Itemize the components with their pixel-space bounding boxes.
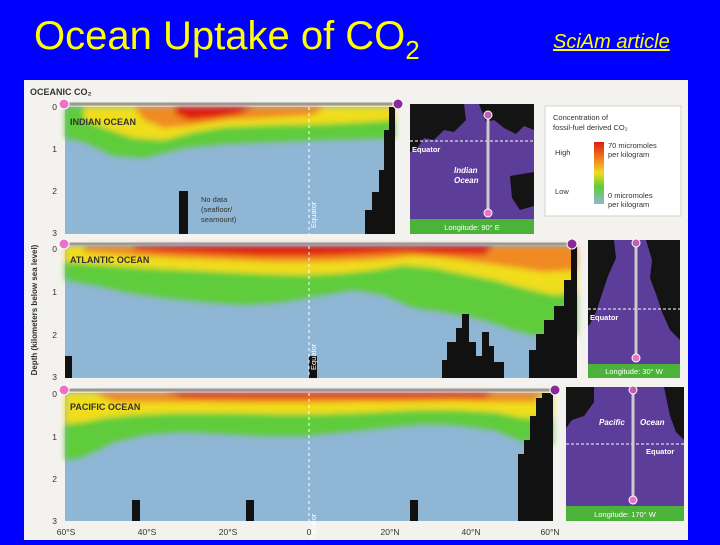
indian-map-label-1: Indian xyxy=(454,166,478,175)
pacific-longitude: Longitude: 170° W xyxy=(594,510,657,519)
p1-depth-2: 2 xyxy=(52,186,57,196)
p3-depth-1: 1 xyxy=(52,432,57,442)
pacific-ocean-section: PACIFIC OCEAN xyxy=(58,384,561,521)
atlantic-ocean-section: ATLANTIC OCEAN xyxy=(58,238,578,378)
indian-ocean-label: INDIAN OCEAN xyxy=(70,117,136,127)
p3-depth-3: 3 xyxy=(52,516,57,526)
pacific-map-equator: Equator xyxy=(646,447,674,456)
no-data-line-3: seamount) xyxy=(201,215,237,224)
atlantic-map-equator: Equator xyxy=(590,313,618,322)
equator-label-pacific: Equator xyxy=(309,513,318,540)
p3-depth-2: 2 xyxy=(52,474,57,484)
indian-location-map: Equator Indian Ocean Longitude: 90° E xyxy=(410,104,534,234)
lat-20s: 20°S xyxy=(219,527,238,537)
p1-depth-0: 0 xyxy=(52,102,57,112)
equator-markers: Equator Equator Equator xyxy=(308,107,318,540)
legend-box xyxy=(544,105,682,217)
figure-svg: OCEANIC CO₂ Depth (kilometers below sea … xyxy=(30,87,684,540)
atlantic-location-map: Equator Longitude: 30° W xyxy=(588,238,680,378)
pacific-start-pin xyxy=(58,384,70,396)
atlantic-end-pin xyxy=(566,238,578,250)
legend-title-2: fossil-fuel derived CO₂ xyxy=(553,123,628,132)
pacific-end-pin xyxy=(549,384,561,396)
indian-start-pin xyxy=(58,98,70,110)
figure-heading: OCEANIC CO₂ xyxy=(30,87,92,97)
legend-low-value-2: per kilogram xyxy=(608,200,649,209)
oceanic-co2-figure: OCEANIC CO₂ Depth (kilometers below sea … xyxy=(24,80,688,540)
pacific-map-label-1: Pacific xyxy=(599,418,625,427)
y-axis-label: Depth (kilometers below sea level) xyxy=(30,244,39,375)
atlantic-longitude: Longitude: 30° W xyxy=(605,367,664,376)
atlantic-ocean-label: ATLANTIC OCEAN xyxy=(70,255,149,265)
slide-title: Ocean Uptake of CO2 xyxy=(34,14,420,66)
equator-label-indian: Equator xyxy=(309,201,318,228)
indian-ocean-section: INDIAN OCEAN No data (seafloor/ seamount… xyxy=(58,98,404,234)
p2-depth-2: 2 xyxy=(52,330,57,340)
title-subscript: 2 xyxy=(405,35,420,65)
p1-depth-1: 1 xyxy=(52,144,57,154)
legend-high: High xyxy=(555,148,570,157)
lat-40s: 40°S xyxy=(138,527,157,537)
pacific-map-label-2: Ocean xyxy=(640,418,665,427)
latitude-ticks: 60°S 40°S 20°S 0 20°N 40°N 60°N xyxy=(57,527,560,537)
lat-0: 0 xyxy=(307,527,312,537)
p2-depth-1: 1 xyxy=(52,287,57,297)
legend-low-value-1: 0 micromoles xyxy=(608,191,653,200)
p2-depth-3: 3 xyxy=(52,372,57,382)
title-main: Ocean Uptake of CO xyxy=(34,14,406,58)
p1-depth-3: 3 xyxy=(52,228,57,238)
p2-depth-0: 0 xyxy=(52,244,57,254)
concentration-legend: Concentration of fossil-fuel derived CO₂… xyxy=(544,105,682,217)
legend-title-1: Concentration of xyxy=(553,113,609,122)
depth-ticks: 0 1 2 3 0 1 2 3 0 1 2 3 xyxy=(52,102,57,526)
no-data-line-1: No data xyxy=(201,195,228,204)
lat-60s: 60°S xyxy=(57,527,76,537)
lat-60n: 60°N xyxy=(541,527,560,537)
legend-low: Low xyxy=(555,187,569,196)
lat-40n: 40°N xyxy=(462,527,481,537)
p3-depth-0: 0 xyxy=(52,389,57,399)
legend-high-value-1: 70 micromoles xyxy=(608,141,657,150)
atlantic-start-pin xyxy=(58,238,70,250)
indian-map-equator: Equator xyxy=(412,145,440,154)
pacific-ocean-label: PACIFIC OCEAN xyxy=(70,402,140,412)
legend-color-bar xyxy=(594,142,604,204)
indian-longitude: Longitude: 90° E xyxy=(444,223,500,232)
equator-label-atlantic: Equator xyxy=(309,343,318,370)
lat-20n: 20°N xyxy=(381,527,400,537)
legend-high-value-2: per kilogram xyxy=(608,150,649,159)
no-data-line-2: (seafloor/ xyxy=(201,205,233,214)
pacific-location-map: Pacific Ocean Equator Longitude: 170° W xyxy=(566,385,684,521)
indian-end-pin xyxy=(392,98,404,110)
indian-map-label-2: Ocean xyxy=(454,176,479,185)
sciam-article-link[interactable]: SciAm article xyxy=(553,31,670,53)
